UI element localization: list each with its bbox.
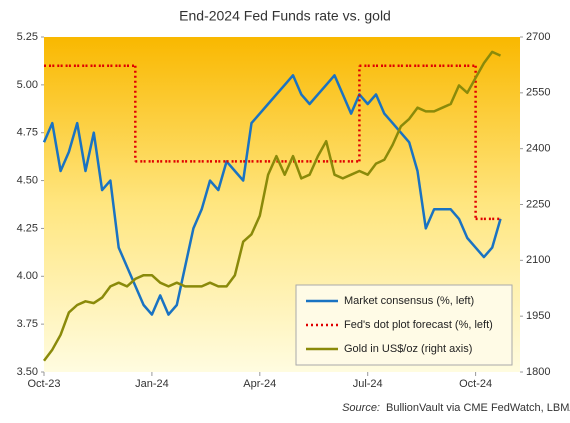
- series-line: [42, 74, 502, 316]
- y2-tick-label: 2550: [526, 87, 550, 99]
- y-tick-label: 4.75: [17, 127, 38, 139]
- series-line: [42, 50, 502, 362]
- y2-tick-label: 2100: [526, 254, 550, 266]
- chart-title: End-2024 Fed Funds rate vs. gold: [179, 8, 391, 24]
- legend-label: Market consensus (%, left): [344, 295, 474, 307]
- legend-label: Gold in US$/oz (right axis): [344, 343, 472, 355]
- y-tick-label: 4.50: [17, 174, 38, 186]
- x-tick-label: Apr-24: [243, 378, 276, 390]
- y-tick-label: 4.25: [17, 222, 38, 234]
- source: BullionVault via CME FedWatch, LBMA: [386, 402, 570, 414]
- y-tick-label: 3.50: [17, 366, 38, 378]
- y2-tick-label: 1950: [526, 310, 550, 322]
- y2-tick-label: 2400: [526, 143, 550, 155]
- x-tick-label: Oct-23: [27, 378, 60, 390]
- y2-tick-label: 1800: [526, 366, 550, 378]
- y-tick-label: 5.25: [17, 31, 38, 43]
- x-tick-label: Jul-24: [353, 378, 383, 390]
- y2-tick-label: 2250: [526, 198, 550, 210]
- y-tick-label: 3.75: [17, 318, 38, 330]
- legend-label: Fed's dot plot forecast (%, left): [344, 319, 493, 331]
- y-tick-label: 4.00: [17, 270, 38, 282]
- x-tick-label: Oct-24: [459, 378, 492, 390]
- y-tick-label: 5.00: [17, 79, 38, 91]
- source-label: Source:: [342, 402, 380, 414]
- y2-tick-label: 2700: [526, 31, 550, 43]
- x-tick-label: Jan-24: [135, 378, 169, 390]
